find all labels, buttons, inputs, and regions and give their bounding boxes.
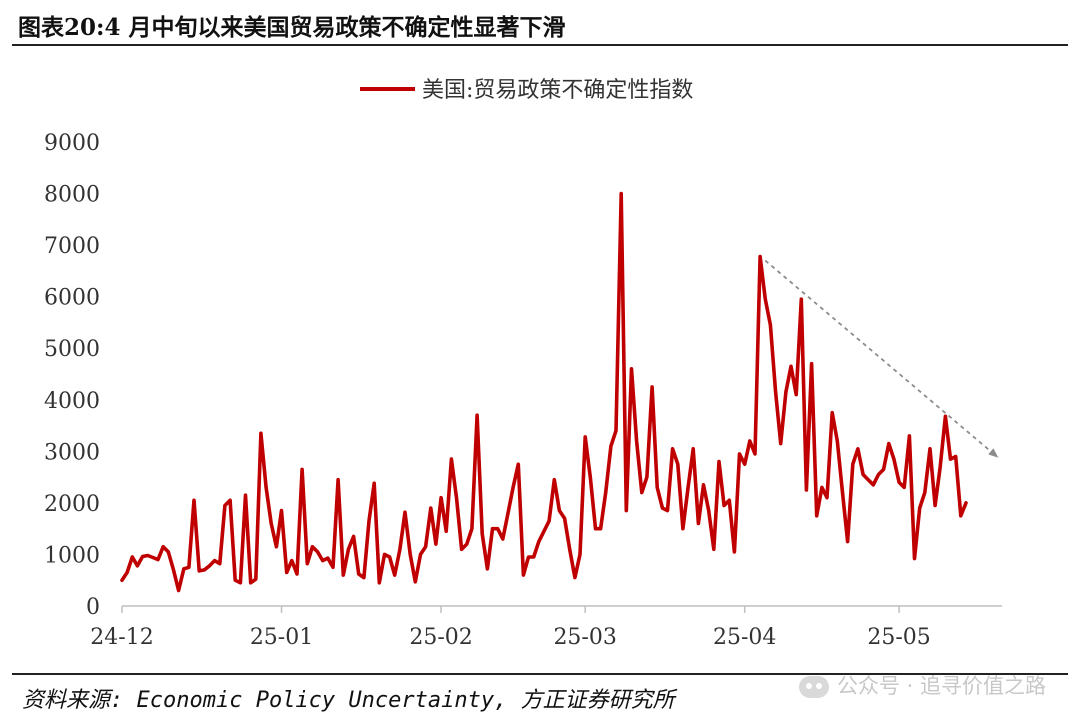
x-tick-label: 25-05 [867, 625, 930, 650]
chart-title: 图表20:4 月中旬以来美国贸易政策不确定性显著下滑 [18, 14, 566, 41]
y-tick-label: 3000 [44, 440, 100, 465]
header-rule [12, 44, 1068, 46]
watermark-text: 公众号 · 追寻价值之路 [836, 674, 1046, 698]
x-tick-label: 24-12 [90, 625, 153, 650]
legend-label: 美国:贸易政策不确定性指数 [422, 78, 693, 103]
chart-header: 图表20:4 月中旬以来美国贸易政策不确定性显著下滑 [12, 6, 1068, 46]
y-tick-label: 6000 [44, 286, 100, 311]
trend-arrow [764, 259, 999, 458]
x-tick-label: 25-03 [553, 625, 616, 650]
wechat-icon [798, 676, 829, 698]
y-tick-label: 0 [86, 595, 100, 620]
y-tick-label: 4000 [44, 389, 100, 414]
x-tick-label: 25-01 [250, 625, 313, 650]
footer-rule [12, 673, 1068, 675]
y-tick-label: 1000 [44, 543, 100, 568]
line-chart: 0 1000 2000 3000 4000 5000 6000 7000 8000 9000 24-… [44, 78, 1002, 650]
x-tick-label: 25-04 [713, 625, 776, 650]
watermark: 公众号 · 追寻价值之路 [798, 670, 1046, 700]
series-line [120, 191, 968, 593]
y-tick-label: 5000 [44, 337, 100, 362]
y-tick-label: 2000 [44, 492, 100, 517]
y-tick-label: 9000 [44, 131, 100, 156]
y-tick-label: 7000 [44, 234, 100, 259]
y-tick-label: 8000 [44, 183, 100, 208]
x-tick-label: 25-02 [409, 625, 472, 650]
source-note: 资料来源: Economic Policy Uncertainty, 方正证券研… [22, 688, 675, 713]
